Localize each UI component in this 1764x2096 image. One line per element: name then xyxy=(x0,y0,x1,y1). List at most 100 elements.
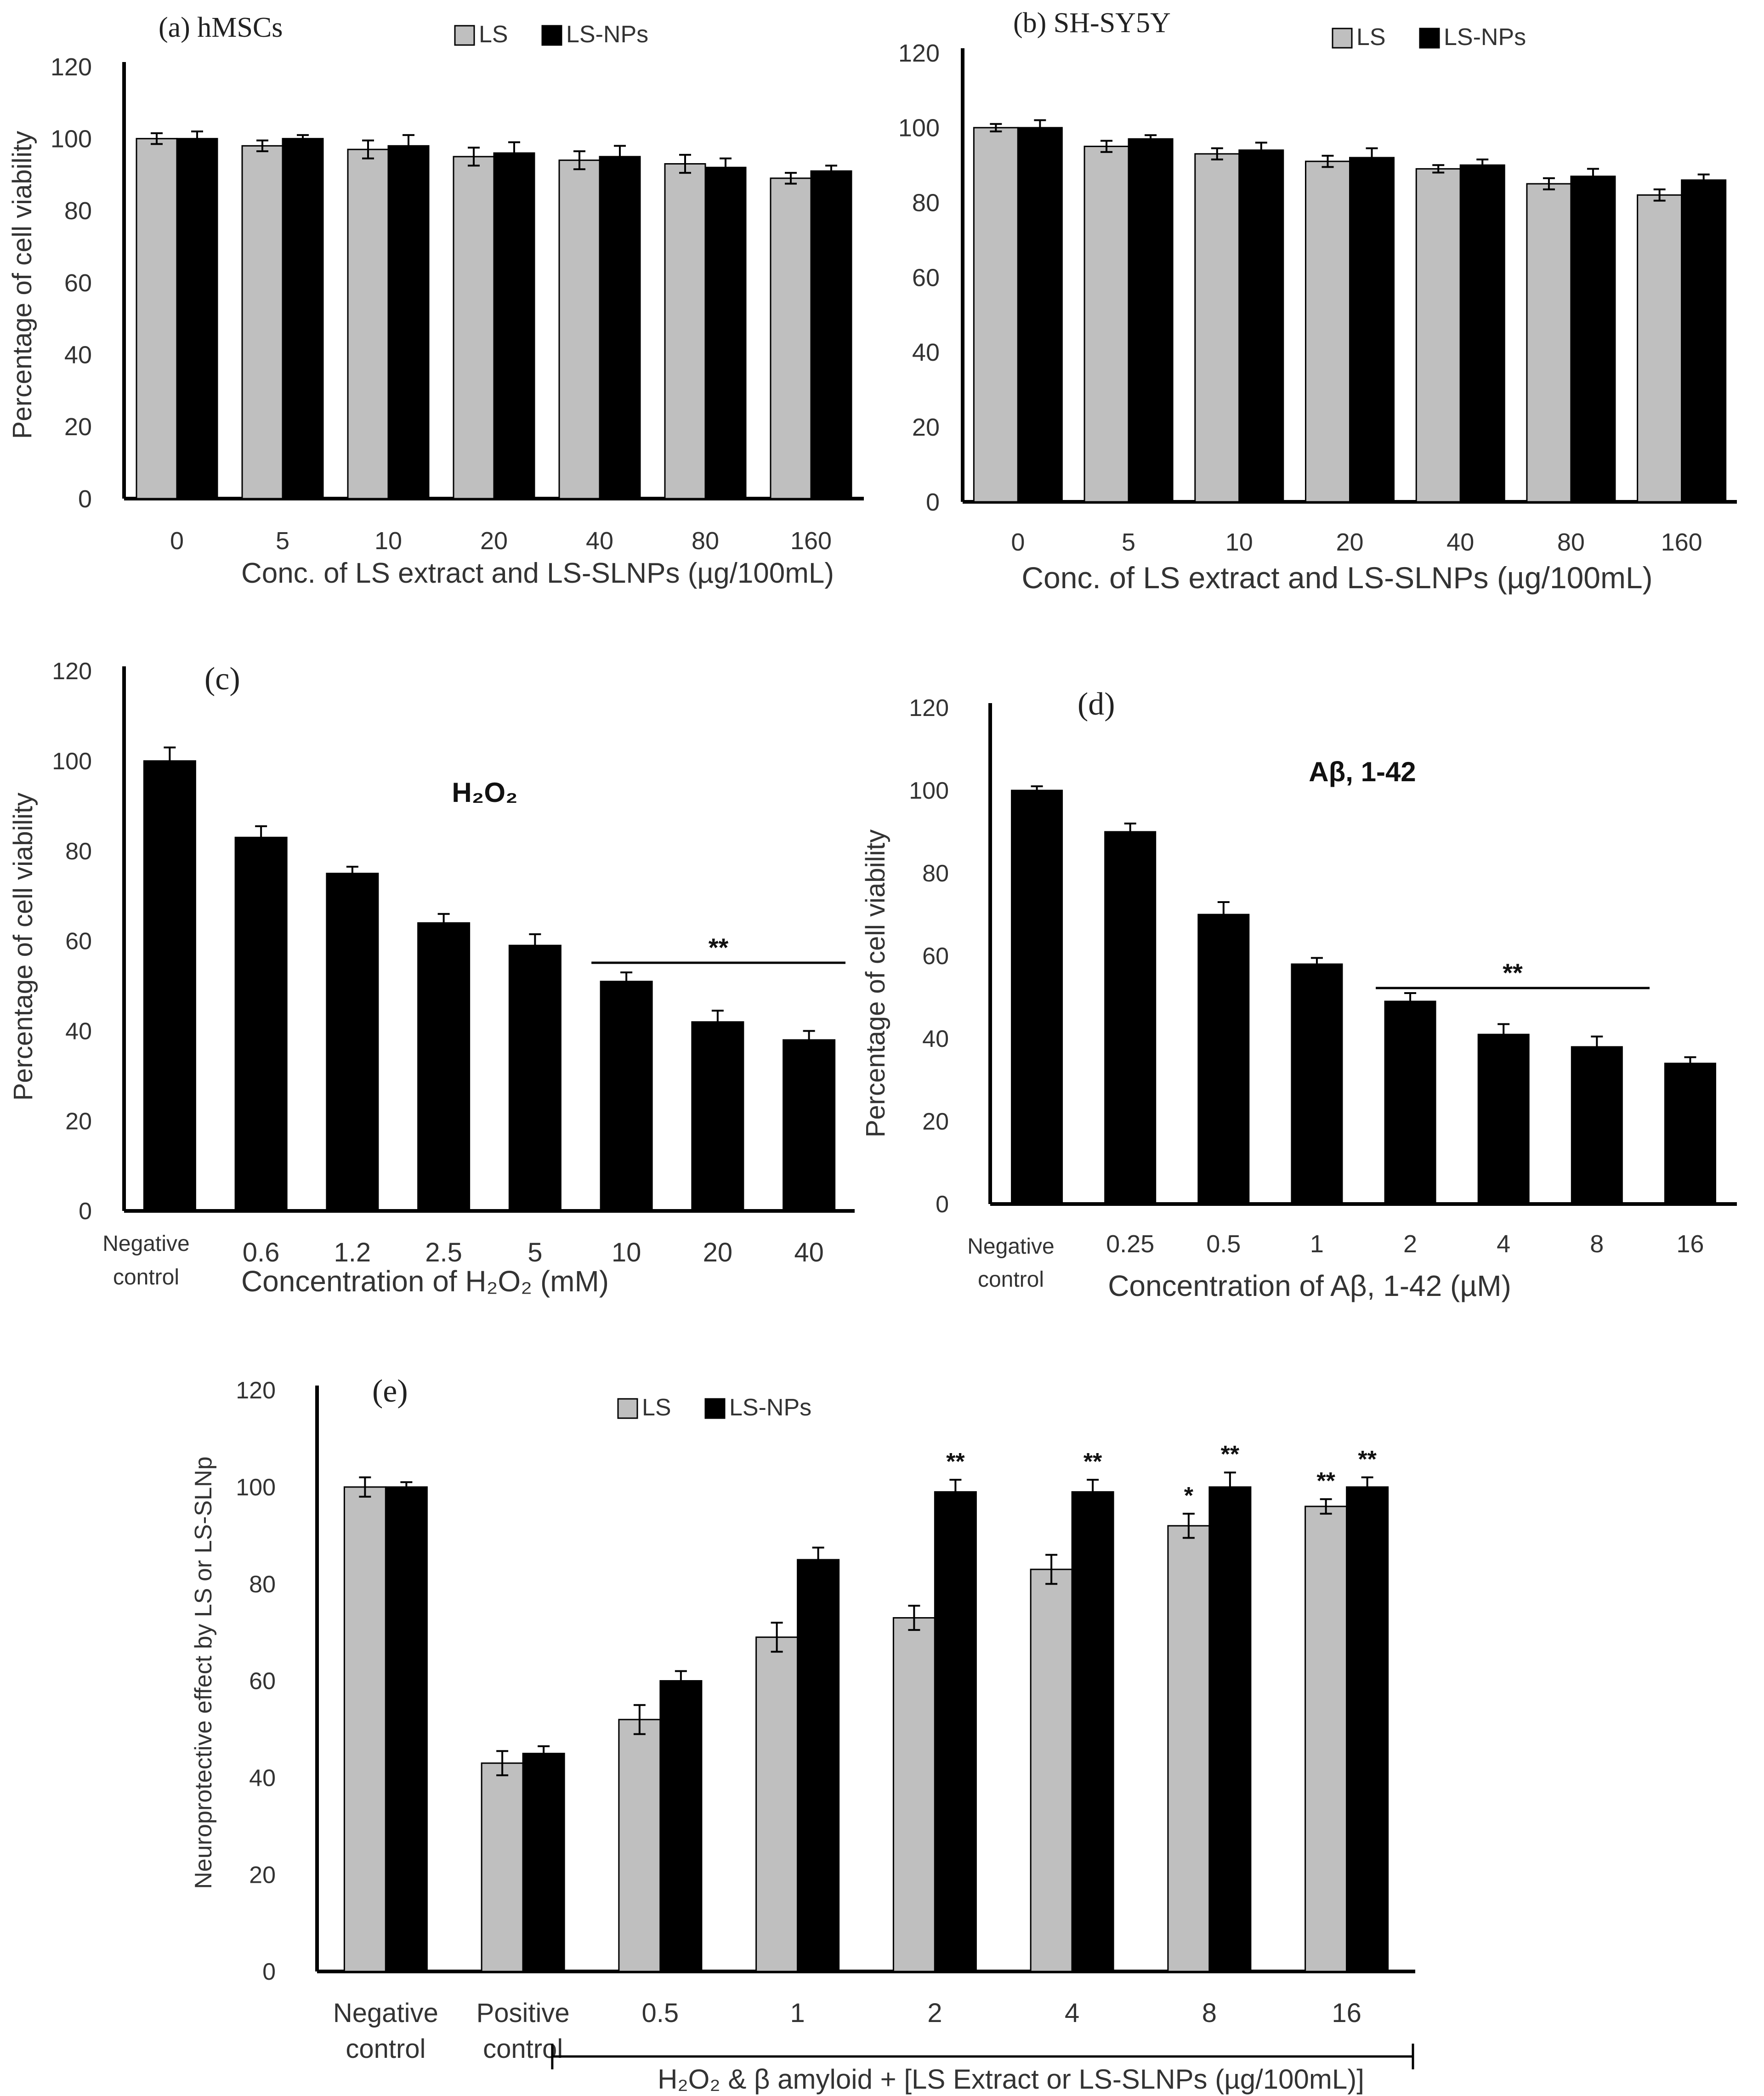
x-tick-label: 0.6 xyxy=(243,1238,280,1267)
bar-ls xyxy=(1030,1568,1073,1972)
x-tick-label: 2 xyxy=(1403,1230,1417,1258)
y-tick-label: 20 xyxy=(922,1108,949,1135)
y-tick-label: 120 xyxy=(909,695,949,721)
bar-value xyxy=(1011,790,1063,1205)
y-tick-label: 20 xyxy=(912,414,940,441)
bar-ls-nps xyxy=(1208,1486,1252,1972)
legend-label: LS xyxy=(642,1394,671,1421)
x-tick-label: 40 xyxy=(586,527,613,555)
x-tick-label: 80 xyxy=(1557,528,1585,556)
y-axis-label: Percentage of cell viability xyxy=(861,829,891,1138)
significance-marker: ** xyxy=(1503,958,1523,987)
bar-ls xyxy=(755,1636,799,1972)
x-axis-label: Concentration of H₂O₂ (mM) xyxy=(241,1265,609,1298)
significance-marker: ** xyxy=(1083,1448,1102,1475)
x-tick-label: 80 xyxy=(692,527,719,555)
x-tick-label: 1 xyxy=(790,1998,805,2028)
x-tick-label: Negative xyxy=(333,1998,438,2028)
y-tick-label: 100 xyxy=(52,748,92,775)
y-tick-label: 100 xyxy=(909,778,949,804)
bar-ls xyxy=(618,1719,661,1972)
x-tick-label: 8 xyxy=(1202,1998,1217,2028)
bar-ls xyxy=(1167,1525,1210,1972)
legend-swatch-ls-nps xyxy=(704,1398,726,1419)
legend-swatch-ls xyxy=(454,25,475,46)
bar-value xyxy=(600,981,653,1212)
y-tick-label: 40 xyxy=(922,1026,949,1052)
x-tick-label: 1.2 xyxy=(334,1238,371,1267)
bar-ls xyxy=(558,159,601,500)
x-tick-label: 20 xyxy=(703,1238,733,1267)
x-tick-label: 2 xyxy=(927,1998,942,2028)
legend-label: LS-NPs xyxy=(1444,24,1526,51)
legend: LS LS-NPs xyxy=(454,21,648,48)
bar-value xyxy=(1384,1000,1436,1205)
bar-ls xyxy=(1305,160,1350,503)
chart-annotation: H₂O₂ xyxy=(452,777,517,808)
bar-ls-nps xyxy=(1349,157,1395,503)
y-tick-label: 60 xyxy=(912,264,940,291)
significance-marker: ** xyxy=(709,933,729,962)
bar-ls-nps xyxy=(1238,149,1284,503)
x-axis-label: H₂O₂ & β amyloid + [LS Extract or LS-SLN… xyxy=(658,2064,1364,2095)
bar-ls-nps xyxy=(810,170,852,500)
y-tick-label: 60 xyxy=(65,928,92,955)
bar-ls xyxy=(1194,153,1240,503)
bar-value xyxy=(691,1021,744,1212)
bar-ls xyxy=(1415,168,1461,503)
bar-ls xyxy=(1083,146,1129,503)
bar-ls xyxy=(481,1762,524,1972)
y-axis-label: Percentage of cell viability xyxy=(8,793,38,1101)
y-tick-label: 40 xyxy=(65,1018,92,1045)
bar-ls-nps xyxy=(385,1486,428,1972)
chart-title: (e) xyxy=(372,1374,408,1409)
x-tick-label: 0 xyxy=(1011,528,1025,556)
bar-ls xyxy=(973,127,1019,503)
y-tick-label: 120 xyxy=(898,40,940,67)
bar-value xyxy=(1664,1062,1716,1205)
bar-ls xyxy=(453,156,495,500)
bar-ls-nps xyxy=(704,166,747,500)
legend-swatch-ls-nps xyxy=(541,25,562,46)
x-axis-label: Concentration of Aβ, 1-42 (µM) xyxy=(1108,1269,1511,1302)
bar-ls xyxy=(1305,1505,1348,1972)
x-tick-label: control xyxy=(346,2034,425,2064)
bar-ls-nps xyxy=(934,1491,977,1972)
x-tick-label: 40 xyxy=(1446,528,1474,556)
x-tick-label: Positive xyxy=(476,1998,570,2028)
y-tick-label: 80 xyxy=(64,197,92,225)
x-tick-label: 16 xyxy=(1332,1998,1361,2028)
chart-panel-e: 0 20 40 60 80 100 120 (e) Neuroprotective effect… xyxy=(190,1374,1415,2095)
legend-swatch-ls xyxy=(1332,28,1353,49)
bar-ls xyxy=(1526,183,1572,503)
y-tick-label: 0 xyxy=(79,1198,92,1225)
y-tick-label: 20 xyxy=(64,413,92,441)
y-tick-label: 120 xyxy=(236,1377,276,1404)
y-tick-label: 120 xyxy=(51,53,92,81)
x-tick-label: 5 xyxy=(527,1238,542,1267)
y-tick-label: 80 xyxy=(922,860,949,887)
y-tick-label: 40 xyxy=(912,339,940,366)
significance-marker: * xyxy=(1184,1483,1194,1509)
chart-title: (a) hMSCs xyxy=(159,12,283,43)
bar-ls-nps xyxy=(599,156,641,500)
x-tick-label: 4 xyxy=(1497,1230,1510,1258)
x-axis-label: Conc. of LS extract and LS-SLNPs (µg/100… xyxy=(1021,561,1652,595)
x-tick-label: 40 xyxy=(794,1238,824,1267)
x-tick-label: 20 xyxy=(480,527,508,555)
x-tick-label: 16 xyxy=(1676,1230,1704,1258)
bar-ls xyxy=(770,177,812,500)
y-tick-label: 120 xyxy=(52,658,92,685)
bar-value xyxy=(1291,963,1343,1205)
chart-title: (d) xyxy=(1078,687,1115,722)
bar-ls-nps xyxy=(176,138,218,500)
bar-value xyxy=(783,1039,836,1212)
y-tick-label: 60 xyxy=(64,269,92,297)
bar-value xyxy=(1571,1046,1623,1205)
bar-ls xyxy=(1637,194,1683,503)
x-tick-label: 2.5 xyxy=(425,1238,462,1267)
chart-annotation: Aβ, 1-42 xyxy=(1309,756,1416,787)
significance-marker: ** xyxy=(1221,1441,1240,1468)
y-tick-label: 0 xyxy=(78,485,92,513)
